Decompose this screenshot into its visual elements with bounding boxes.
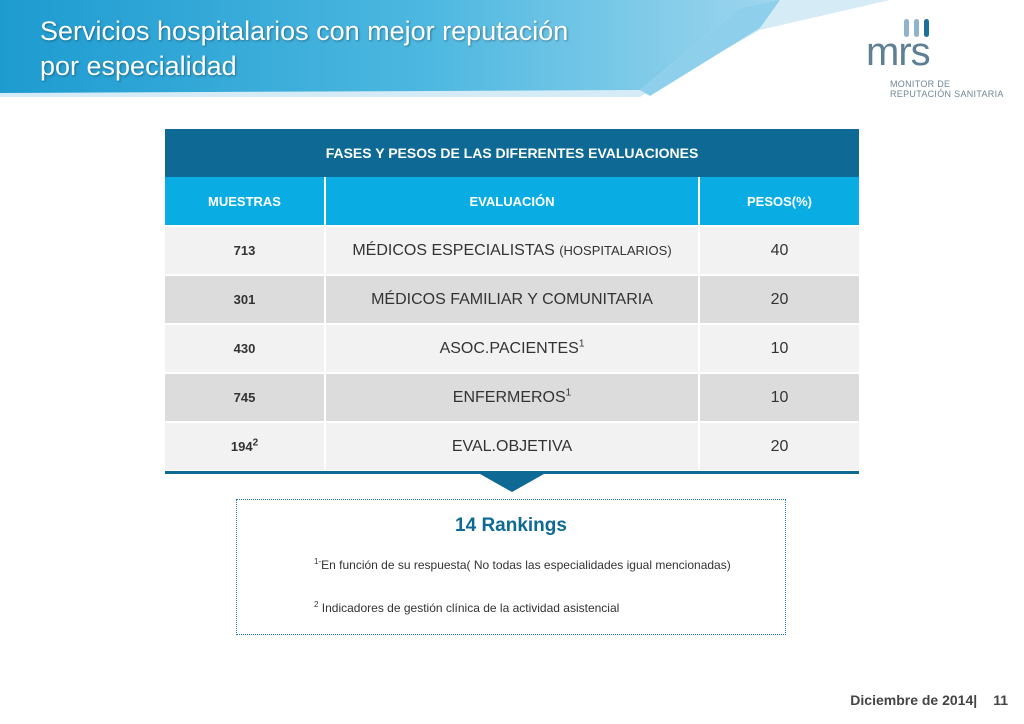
rankings-box: 14 Rankings 1-En función de su respuesta…	[236, 499, 786, 635]
footnote-2-marker: 2	[314, 600, 319, 609]
evaluations-table: FASES Y PESOS DE LAS DIFERENTES EVALUACI…	[165, 129, 860, 470]
evaluation-cell: MÉDICOS FAMILIAR Y COMUNITARIA	[325, 274, 700, 324]
rankings-title: 14 Rankings	[455, 515, 567, 536]
logo-bars-icon	[904, 19, 934, 37]
table-row: 1942 EVAL.OBJETIVA 20	[165, 421, 860, 470]
logo-subtitle-line-2: REPUTACIÓN SANITARIA	[890, 89, 1004, 99]
down-arrow-icon	[480, 474, 544, 492]
sample-value: 713	[233, 243, 256, 258]
column-header-weights: PESOS(%)	[699, 177, 860, 226]
sample-cell: 713	[165, 225, 326, 275]
evaluation-value: MÉDICOS ESPECIALISTAS	[352, 241, 560, 259]
footnote-1-text: En función de su respuesta( No todas las…	[321, 558, 731, 572]
sample-cell: 1942	[165, 421, 326, 470]
slide-footer: Diciembre de 2014| 11	[850, 692, 1008, 708]
evaluation-cell: EVAL.OBJETIVA	[325, 421, 700, 470]
banner-shape	[0, 0, 890, 97]
evaluation-cell: MÉDICOS ESPECIALISTAS (HOSPITALARIOS)	[325, 225, 700, 275]
table-title: FASES Y PESOS DE LAS DIFERENTES EVALUACI…	[165, 129, 860, 177]
sample-cell: 745	[165, 372, 326, 422]
footnote-marker: 2	[252, 437, 259, 449]
weight-cell: 20	[699, 274, 860, 324]
table-row: 745 ENFERMEROS1 10	[165, 372, 860, 422]
logo-subtitle-line-1: MONITOR DE	[890, 79, 951, 89]
column-header-evaluation: EVALUACIÓN	[325, 177, 700, 226]
logo-word: mrs	[866, 30, 931, 74]
footnote-1: 1-En función de su respuesta( No todas l…	[314, 557, 734, 574]
sample-cell: 301	[165, 274, 326, 324]
evaluations-table-container: FASES Y PESOS DE LAS DIFERENTES EVALUACI…	[165, 129, 860, 470]
evaluation-value: ASOC.PACIENTES	[439, 339, 579, 357]
weight-cell: 20	[699, 421, 860, 470]
table-row: 713 MÉDICOS ESPECIALISTAS (HOSPITALARIOS…	[165, 225, 860, 275]
table-row: 430 ASOC.PACIENTES1 10	[165, 323, 860, 373]
sample-cell: 430	[165, 323, 326, 373]
footnote-2: 2 Indicadores de gestión clínica de la a…	[314, 600, 734, 617]
evaluation-value: EVAL.OBJETIVA	[451, 437, 573, 455]
weight-cell: 40	[699, 225, 860, 275]
evaluation-value: ENFERMEROS	[452, 388, 566, 406]
evaluation-cell: ENFERMEROS1	[325, 372, 700, 422]
evaluation-value: MÉDICOS FAMILIAR Y COMUNITARIA	[371, 290, 653, 308]
evaluation-cell: ASOC.PACIENTES1	[325, 323, 700, 373]
logo-subtitle: MONITOR DE REPUTACIÓN SANITARIA	[890, 79, 1004, 99]
sample-value: 430	[233, 341, 256, 356]
sample-value: 301	[233, 292, 256, 307]
page-title: Servicios hospitalarios con mejor reputa…	[40, 14, 568, 84]
footer-date: Diciembre de 2014	[850, 692, 974, 708]
table-bottom-rule	[165, 471, 859, 474]
footnote-1-marker: 1-	[314, 557, 322, 566]
footer-separator: |	[973, 692, 978, 708]
footnote-marker: 1	[565, 387, 572, 399]
table-row: 301 MÉDICOS FAMILIAR Y COMUNITARIA 20	[165, 274, 860, 324]
footnote-marker: 1	[578, 338, 585, 350]
footnote-2-text: Indicadores de gestión clínica de la act…	[318, 601, 620, 615]
page-number: 11	[993, 692, 1008, 708]
column-header-samples: MUESTRAS	[165, 177, 326, 226]
header-banner: Servicios hospitalarios con mejor reputa…	[0, 0, 1024, 110]
title-line-2: por especialidad	[40, 51, 237, 81]
mrs-logo: mrs MONITOR DE REPUTACIÓN SANITARIA	[862, 16, 1022, 106]
weight-cell: 10	[699, 323, 860, 373]
weight-cell: 10	[699, 372, 860, 422]
sample-value: 194	[230, 439, 253, 454]
title-line-1: Servicios hospitalarios con mejor reputa…	[40, 16, 569, 46]
evaluation-qualifier: (HOSPITALARIOS)	[559, 242, 672, 258]
sample-value: 745	[233, 390, 256, 405]
